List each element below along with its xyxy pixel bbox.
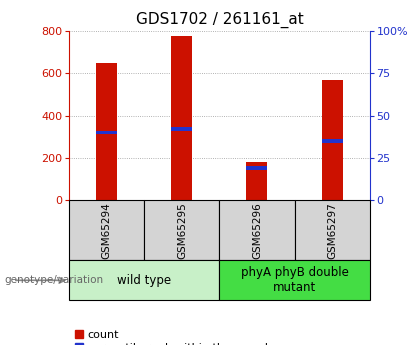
Text: GSM65295: GSM65295: [177, 202, 187, 259]
FancyBboxPatch shape: [69, 200, 144, 260]
Title: GDS1702 / 261161_at: GDS1702 / 261161_at: [136, 12, 303, 28]
Bar: [247, 166, 268, 170]
Bar: [171, 127, 192, 131]
Bar: [96, 130, 117, 135]
FancyBboxPatch shape: [294, 200, 370, 260]
Bar: [322, 80, 343, 200]
FancyBboxPatch shape: [69, 260, 220, 300]
Legend: count, percentile rank within the sample: count, percentile rank within the sample: [75, 330, 275, 345]
Text: wild type: wild type: [117, 274, 171, 287]
Text: GSM65296: GSM65296: [252, 202, 262, 259]
Text: phyA phyB double
mutant: phyA phyB double mutant: [241, 266, 349, 294]
Text: GSM65294: GSM65294: [102, 202, 112, 259]
Bar: [96, 63, 117, 200]
Bar: [247, 162, 268, 200]
Bar: [322, 139, 343, 143]
FancyBboxPatch shape: [220, 200, 294, 260]
FancyBboxPatch shape: [220, 260, 370, 300]
Text: GSM65297: GSM65297: [327, 202, 337, 259]
Text: genotype/variation: genotype/variation: [4, 275, 103, 285]
FancyBboxPatch shape: [144, 200, 220, 260]
Bar: [171, 36, 192, 200]
